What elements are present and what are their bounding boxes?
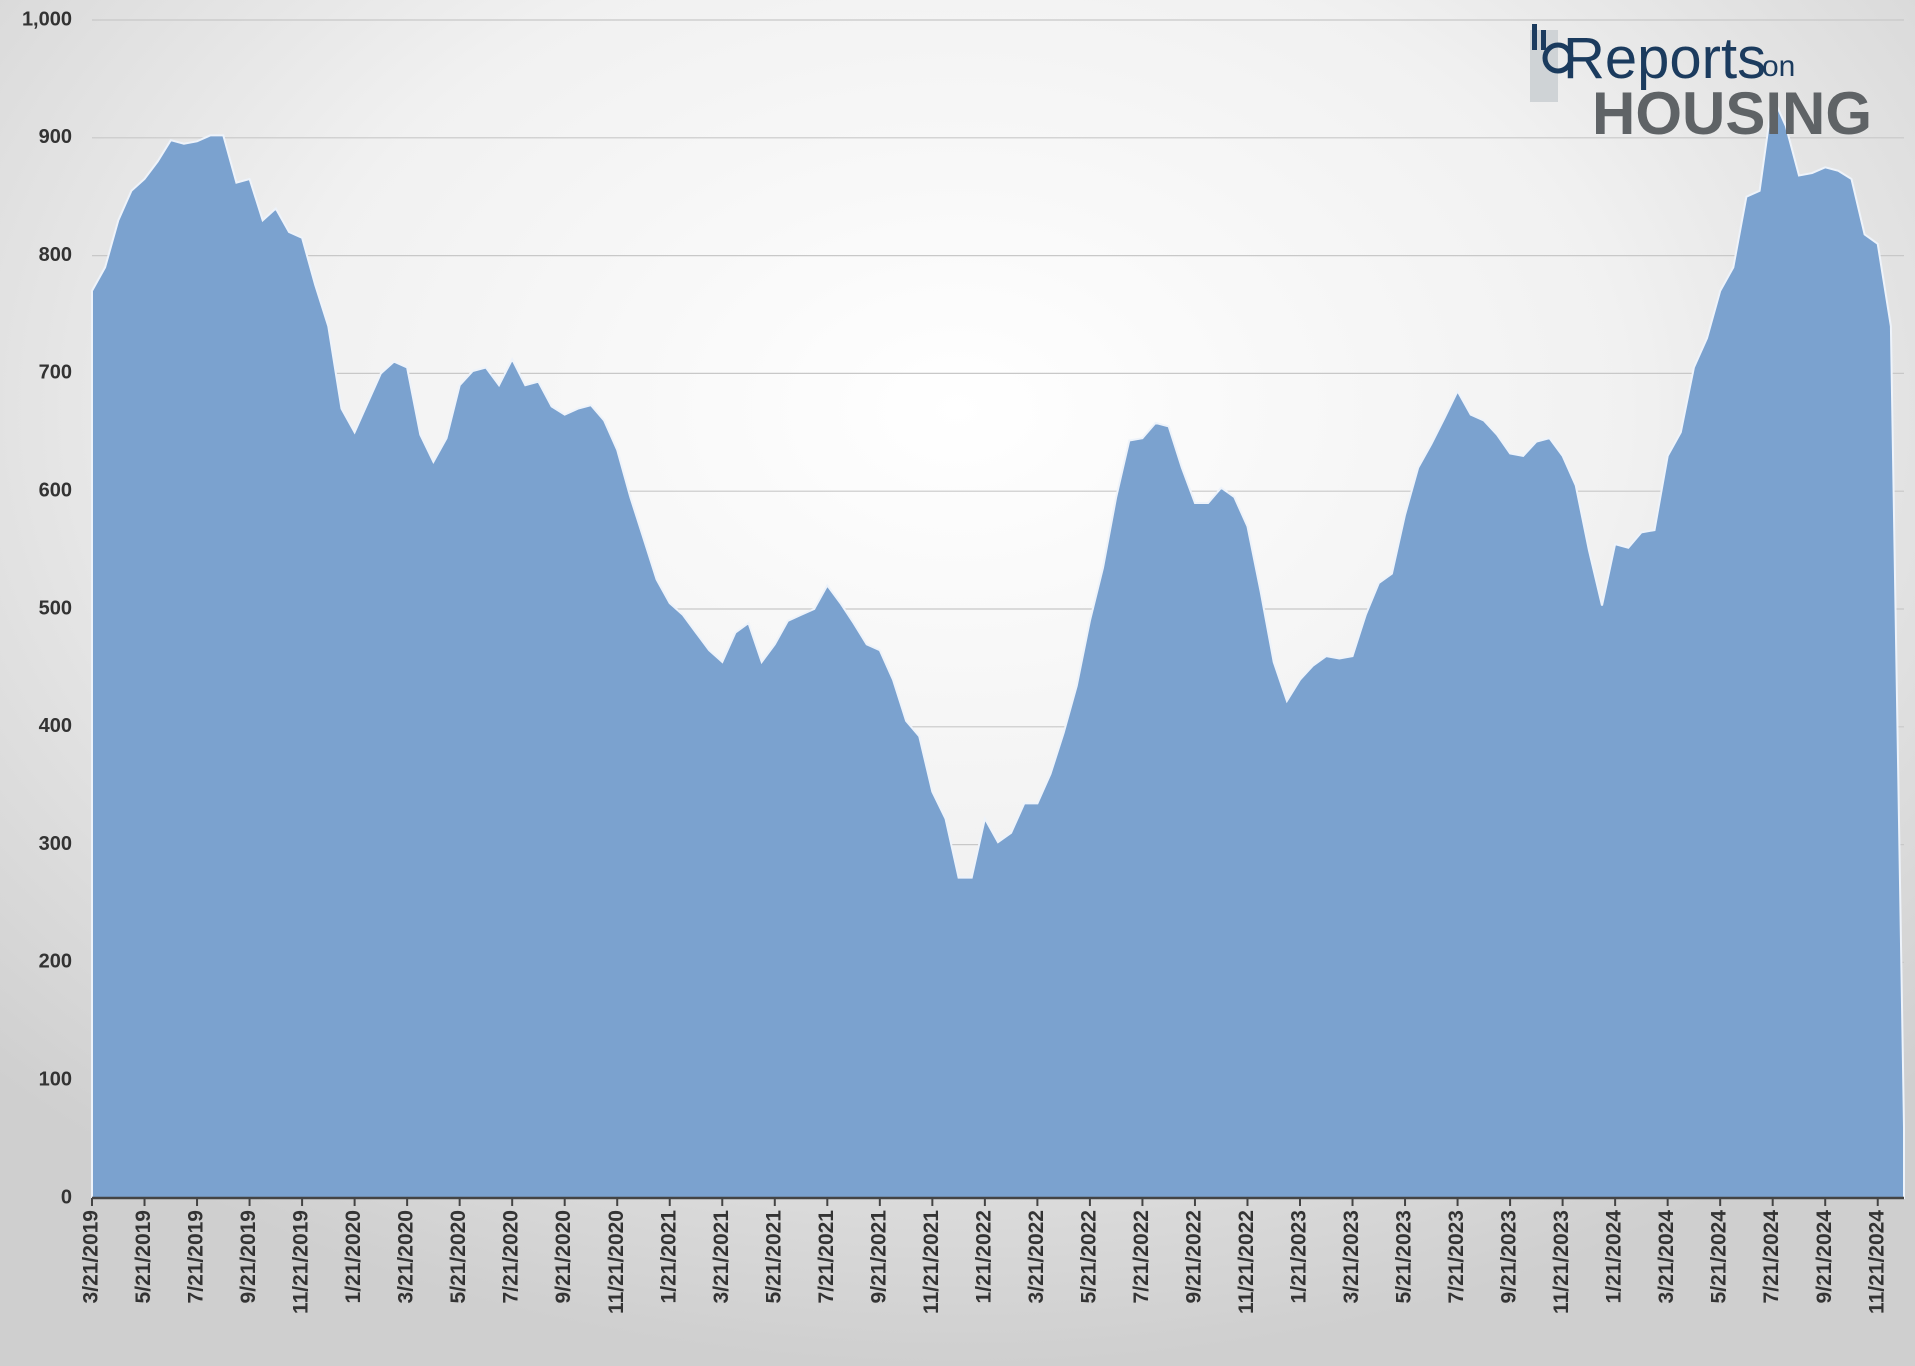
y-tick-label: 800 — [39, 244, 72, 266]
x-tick-label: 9/21/2020 — [552, 1210, 575, 1303]
logo-icon — [1541, 30, 1546, 50]
x-tick-label: 9/21/2023 — [1498, 1210, 1521, 1303]
x-tick-label: 9/21/2019 — [237, 1210, 260, 1303]
x-tick-label: 11/21/2022 — [1235, 1210, 1258, 1314]
x-tick-label: 9/21/2022 — [1183, 1210, 1206, 1303]
x-tick-label: 1/21/2020 — [342, 1210, 365, 1303]
y-tick-label: 100 — [39, 1068, 72, 1090]
x-tick-label: 7/21/2020 — [500, 1210, 523, 1303]
logo-icon — [1542, 42, 1574, 74]
x-tick-label: 7/21/2019 — [185, 1210, 208, 1303]
x-tick-label: 1/21/2023 — [1288, 1210, 1311, 1303]
y-tick-label: 500 — [39, 597, 72, 619]
x-tick-label: 5/21/2022 — [1077, 1210, 1100, 1303]
x-tick-label: 3/21/2024 — [1655, 1210, 1678, 1304]
y-tick-label: 0 — [61, 1186, 72, 1208]
y-tick-label: 1,000 — [22, 8, 72, 30]
x-tick-label: 7/21/2024 — [1760, 1210, 1783, 1304]
x-tick-label: 9/21/2024 — [1813, 1210, 1836, 1304]
y-tick-label: 600 — [39, 479, 72, 501]
x-tick-label: 11/21/2021 — [920, 1210, 943, 1314]
x-tick-label: 1/21/2024 — [1603, 1210, 1626, 1304]
x-tick-label: 7/21/2023 — [1445, 1210, 1468, 1303]
y-tick-label: 300 — [39, 833, 72, 855]
y-tick-label: 900 — [39, 126, 72, 148]
x-tick-label: 7/21/2021 — [815, 1210, 838, 1304]
x-tick-label: 7/21/2022 — [1130, 1210, 1153, 1303]
x-tick-label: 5/21/2021 — [762, 1210, 785, 1304]
x-tick-label: 1/21/2021 — [657, 1210, 680, 1304]
y-tick-label: 200 — [39, 951, 72, 973]
x-tick-label: 11/21/2024 — [1865, 1210, 1888, 1314]
x-tick-label: 11/21/2023 — [1550, 1210, 1573, 1314]
logo-text: Reports — [1563, 26, 1766, 91]
x-tick-label: 5/21/2019 — [132, 1210, 155, 1303]
logo-text: HOUSING — [1592, 80, 1872, 147]
x-tick-label: 3/21/2020 — [395, 1210, 418, 1303]
x-tick-label: 3/21/2022 — [1025, 1210, 1048, 1303]
area — [91, 93, 1905, 1199]
x-tick-label: 11/21/2020 — [605, 1210, 628, 1314]
x-tick-label: 1/21/2022 — [972, 1210, 995, 1303]
x-tick-label: 5/21/2023 — [1393, 1210, 1416, 1303]
x-tick-label: 3/21/2021 — [710, 1210, 733, 1304]
y-tick-label: 400 — [39, 715, 72, 737]
logo-icon — [1532, 24, 1537, 50]
x-tick-label: 5/21/2020 — [447, 1210, 470, 1303]
x-tick-label: 9/21/2021 — [867, 1210, 890, 1304]
y-tick-label: 700 — [39, 362, 72, 384]
x-tick-label: 3/21/2019 — [80, 1210, 103, 1303]
logo: Reports on HOUSING — [1530, 24, 1872, 147]
x-tick-label: 5/21/2024 — [1708, 1210, 1731, 1304]
x-tick-label: 11/21/2019 — [290, 1210, 313, 1314]
plot-area: 0 100 200 300 400 500 600 700 800 900 1,000 3/21/20… — [22, 8, 1905, 1314]
logo-text: on — [1762, 50, 1795, 83]
x-tick-label: 3/21/2023 — [1340, 1210, 1363, 1303]
